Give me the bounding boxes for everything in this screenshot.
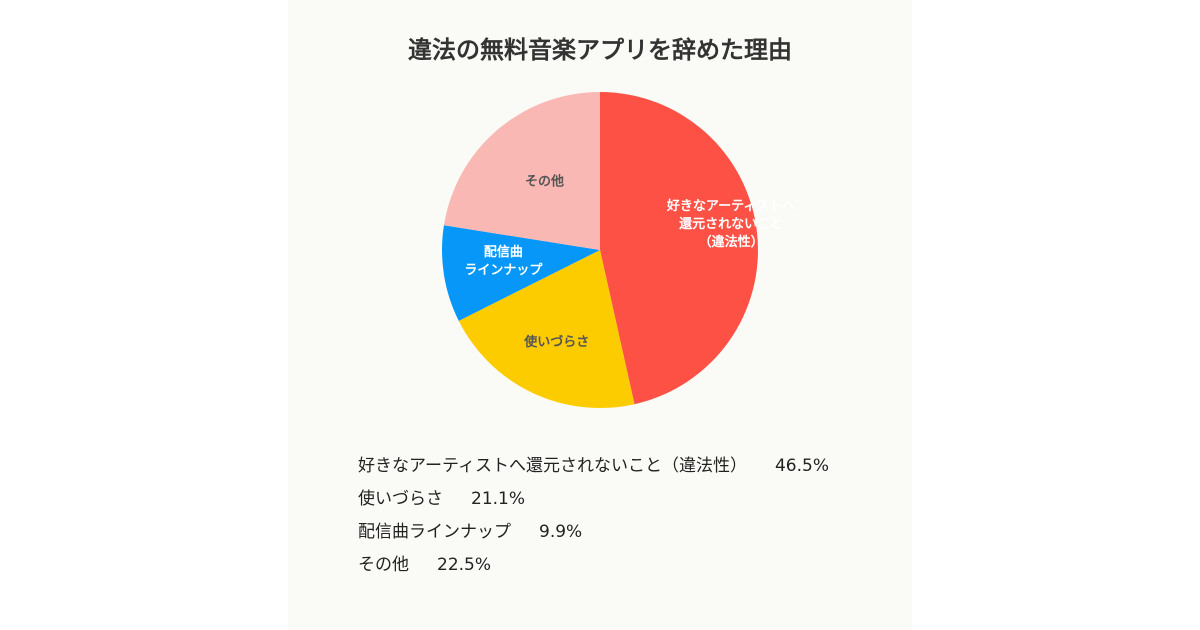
pie-slice-0 bbox=[600, 92, 758, 405]
legend-row-0: 好きなアーティストへ還元されないこと（違法性） 46.5% bbox=[358, 450, 829, 483]
chart-panel: 違法の無料音楽アプリを辞めた理由 好きなアーティストへ還元されないこと（違法性）… bbox=[288, 0, 912, 630]
legend-value: 46.5% bbox=[774, 456, 829, 476]
pie-slice-label-line: その他 bbox=[525, 173, 564, 189]
legend: 好きなアーティストへ還元されないこと（違法性） 46.5% 使いづらさ 21.1% 配信… bbox=[358, 450, 829, 582]
legend-value: 21.1% bbox=[471, 489, 526, 509]
legend-row-1: 使いづらさ 21.1% bbox=[358, 483, 829, 516]
pie-slice-1 bbox=[458, 250, 635, 408]
legend-row-2: 配信曲ラインナップ 9.9% bbox=[358, 516, 829, 549]
pie-slice-label-0: 好きなアーティストへ還元されないこと （違法性） bbox=[666, 198, 795, 250]
pie-slice-label-2: 配信曲ラインナップ bbox=[464, 244, 543, 278]
pie-slice-3 bbox=[443, 92, 600, 250]
legend-value: 22.5% bbox=[437, 555, 492, 575]
pie-chart: 好きなアーティストへ還元されないこと （違法性） 使いづらさ 配信曲ラインナップ その他 bbox=[442, 92, 795, 408]
pie-slice-label-3: その他 bbox=[525, 173, 564, 189]
pie-slice-label-line: （違法性） bbox=[699, 234, 764, 250]
legend-label: 好きなアーティストへ還元されないこと（違法性） bbox=[358, 456, 747, 476]
legend-label: 配信曲ラインナップ bbox=[358, 522, 511, 542]
pie-slice-label-line: 使いづらさ bbox=[523, 334, 589, 350]
chart-title: 違法の無料音楽アプリを辞めた理由 bbox=[408, 36, 792, 64]
pie-slice-2 bbox=[442, 225, 600, 321]
pie-slice-label-1: 使いづらさ bbox=[523, 334, 589, 350]
legend-value: 9.9% bbox=[539, 522, 583, 542]
pie-slice-label-line: 好きなアーティストへ bbox=[666, 198, 795, 214]
pie-slice-label-line: 配信曲 bbox=[484, 244, 523, 260]
legend-label: 使いづらさ bbox=[358, 489, 443, 509]
pie-slice-label-line: 還元されないこと bbox=[679, 216, 783, 232]
pie-slice-label-line: ラインナップ bbox=[464, 263, 543, 278]
legend-row-3: その他 22.5% bbox=[358, 549, 829, 582]
legend-label: その他 bbox=[358, 555, 409, 575]
